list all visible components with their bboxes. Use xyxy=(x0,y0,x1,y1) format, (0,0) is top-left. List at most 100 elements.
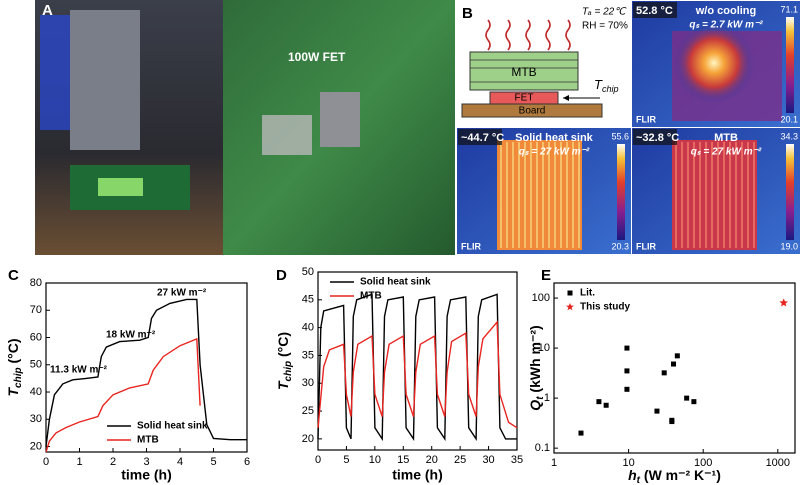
scale-top: 71.1 xyxy=(780,4,798,14)
color-bar xyxy=(786,144,794,240)
label-subscript: chip xyxy=(13,367,24,388)
y-tick-label: 40 xyxy=(302,322,314,334)
max-temp: ~32.8 °C xyxy=(636,132,679,144)
humidity: RH = 70% xyxy=(582,21,628,32)
scale-bottom: 19.0 xyxy=(780,241,798,251)
x-tick-label: 10 xyxy=(369,454,381,466)
point xyxy=(691,399,697,405)
arrowhead xyxy=(563,95,569,101)
point xyxy=(578,430,584,436)
panel-label: C xyxy=(8,267,19,284)
x-tick-label: 5 xyxy=(210,456,216,468)
label-symbol: T xyxy=(5,387,21,397)
annotation: 18 kW m⁻² xyxy=(106,330,156,341)
y-tick-label: 50 xyxy=(302,266,314,278)
point xyxy=(624,386,630,392)
point xyxy=(661,370,667,376)
x-tick-label: 1000 xyxy=(766,457,790,469)
point xyxy=(654,408,660,414)
point xyxy=(624,368,630,374)
heat-arrows xyxy=(485,19,571,51)
point xyxy=(684,395,690,401)
label-symbol: h xyxy=(628,467,637,483)
scale-top: 55.6 xyxy=(611,131,629,141)
mtb-label: MTB xyxy=(511,65,536,79)
axes-frame xyxy=(317,271,518,451)
x-tick-label: 100 xyxy=(694,457,712,469)
y-tick-label: 30 xyxy=(30,413,42,425)
tchip-label: Tchip xyxy=(594,77,618,94)
scale-bottom: 20.1 xyxy=(780,114,798,124)
legend-label: Solid heat sink xyxy=(360,277,431,288)
color-bar xyxy=(786,17,794,113)
x-tick-label: 30 xyxy=(482,454,494,466)
x-tick-label: 20 xyxy=(426,454,438,466)
panel-b: B Tₐ = 22℃ RH = 70% MTB FET Board Tchip xyxy=(457,1,632,127)
y-tick-label: 45 xyxy=(302,294,314,306)
x-tick-label: 2 xyxy=(110,456,116,468)
label-symbol: Q xyxy=(527,400,543,411)
y-tick-label: 30 xyxy=(302,377,314,389)
legend-swatch xyxy=(566,303,574,311)
display-photo xyxy=(98,178,143,196)
series-line xyxy=(317,320,518,429)
x-tick-label: 15 xyxy=(397,454,409,466)
thermal-images: 52.8 °C w/o cooling qₛ = 2.7 kW m⁻² 71.1 20.… xyxy=(457,1,800,254)
max-temp: 52.8 °C xyxy=(636,5,673,17)
x-tick-label: 5 xyxy=(343,454,349,466)
y-tick-label: 100 xyxy=(532,292,550,304)
legend-label: Lit. xyxy=(580,288,595,299)
fan-glow xyxy=(40,15,70,130)
point xyxy=(669,419,675,425)
panel-a: A 100W FET xyxy=(35,0,455,255)
hotspot xyxy=(674,23,754,103)
panel-label: B xyxy=(462,5,473,22)
brand: FLIR xyxy=(636,114,656,124)
ambient: Tₐ = 22℃ xyxy=(582,7,627,18)
heat-flux: qₛ = 2.7 kW m⁻² xyxy=(689,20,763,31)
legend-label: This study xyxy=(580,302,630,313)
legend-label: Solid heat sink xyxy=(137,421,208,432)
panel-label: D xyxy=(276,267,287,284)
x-tick-label: 4 xyxy=(177,456,183,468)
x-tick-label: 0 xyxy=(43,456,49,468)
y-tick-label: 50 xyxy=(30,359,42,371)
legend-swatch xyxy=(567,290,573,296)
brand: FLIR xyxy=(636,241,656,251)
label-unit: (°C) xyxy=(5,338,21,367)
y-tick-label: 70 xyxy=(30,304,42,316)
x-tick-label: 1 xyxy=(551,457,557,469)
y-axis-label: Tchip (°C) xyxy=(275,332,294,390)
y-tick-label: 10 xyxy=(538,342,550,354)
image-title: Solid heat sink xyxy=(515,132,594,144)
image-title: w/o cooling xyxy=(695,5,757,17)
y-tick-label: 20 xyxy=(302,433,314,445)
color-bar xyxy=(617,144,625,240)
fet-photo xyxy=(320,92,360,147)
point xyxy=(671,361,677,367)
point xyxy=(674,353,680,359)
label-unit: (kWh m⁻²) xyxy=(527,325,543,396)
panel-label: E xyxy=(541,267,551,284)
point xyxy=(596,399,602,405)
y-tick-label: 1 xyxy=(544,392,550,404)
series-line xyxy=(45,298,247,447)
y-axis-label: Qt (kWh m⁻²) xyxy=(527,325,546,410)
axes-frame xyxy=(553,282,796,454)
y-tick-label: 60 xyxy=(30,331,42,343)
y-axis-label: Tchip (°C) xyxy=(5,338,24,396)
annotation: 11.3 kW m⁻² xyxy=(50,365,108,376)
x-tick-label: 25 xyxy=(454,454,466,466)
x-tick-label: 0 xyxy=(315,454,321,466)
point xyxy=(624,345,630,351)
chart: D 0 5 10 15 20 25 30 35 20 25 30 35 40 45 50 time (h) Tch… xyxy=(275,266,523,483)
label-symbol: T xyxy=(275,380,291,390)
temp-box xyxy=(633,129,677,145)
scale-top: 34.3 xyxy=(780,131,798,141)
mtb-block xyxy=(469,51,579,91)
label-subscript: chip xyxy=(283,361,294,382)
annotation: 100W FET xyxy=(288,50,346,64)
x-tick-label: 10 xyxy=(622,457,634,469)
